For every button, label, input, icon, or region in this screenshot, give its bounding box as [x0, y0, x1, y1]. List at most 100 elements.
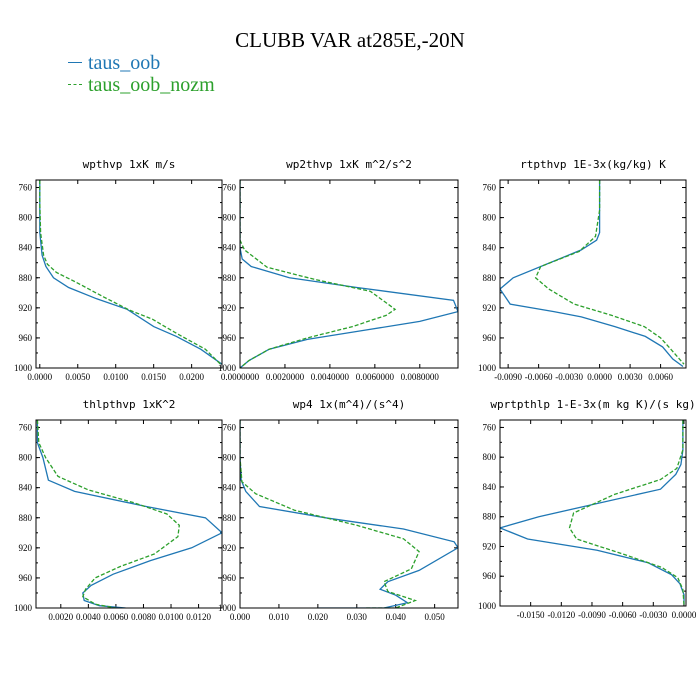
panel-title: wp4 1x(m^4)/(s^4)	[293, 398, 406, 411]
series-line-taus-oob	[500, 180, 684, 368]
series-line-taus-oob	[240, 180, 458, 368]
x-tick-label: -0.0060	[609, 610, 637, 620]
y-tick-label: 1000	[14, 363, 33, 373]
x-tick-label: 0.0100	[159, 612, 184, 622]
x-tick-label: 0.0150	[141, 372, 166, 382]
y-tick-label: 960	[223, 573, 237, 583]
y-tick-label: 880	[19, 273, 33, 283]
plot-frame	[499, 179, 687, 369]
panel-6: wprtpthlp 1-E-3x(m kg K)/(s kg) 760 800 840…	[478, 398, 697, 620]
x-tick-label: 0.0030	[618, 372, 643, 382]
y-tick-label: 840	[19, 243, 33, 253]
legend-entry-taus-oob: taus_oob	[68, 52, 160, 75]
x-tick-label: 0.0040000	[311, 372, 350, 382]
series-line-taus-oob	[240, 420, 458, 608]
x-tick-label: 0.010	[269, 612, 290, 622]
x-tick-label: 0.030	[347, 612, 368, 622]
x-tick-label: 0.0040	[76, 612, 101, 622]
plot-frame	[35, 419, 223, 609]
x-tick-label: 0.040	[386, 612, 407, 622]
x-tick-label: 0.000	[230, 612, 251, 622]
plot-frame	[35, 179, 223, 369]
x-tick-label: 0.0100	[103, 372, 128, 382]
y-tick-label: 1000	[218, 603, 237, 613]
x-tick-label: -0.0120	[547, 610, 575, 620]
x-tick-label: 0.0000000	[221, 372, 260, 382]
y-tick-label: 800	[223, 453, 237, 463]
series-line-taus-oob-nozm	[36, 420, 180, 608]
panel-2: wp2thvp 1xK m^2/s^2 760 800 840 880 920 960 100…	[218, 158, 459, 382]
y-tick-label: 760	[223, 423, 237, 433]
figure-title: CLUBB VAR at285E,-20N	[235, 28, 465, 52]
y-tick-label: 880	[483, 273, 497, 283]
plot-frame	[239, 179, 459, 369]
panel-1: wpthvp 1xK m/s76080084088092096010000.00…	[14, 158, 223, 382]
panel-title: thlpthvp 1xK^2	[83, 398, 176, 411]
legend-entry-taus-oob-nozm: taus_oob_nozm	[68, 74, 215, 97]
y-tick-label: 840	[223, 483, 237, 493]
x-tick-label: -0.0150	[517, 610, 545, 620]
x-tick-label: 0.0080000	[401, 372, 440, 382]
legend-label: taus_oob	[88, 52, 161, 74]
legend-line-dashed	[68, 83, 82, 85]
x-tick-label: 0.0060	[104, 612, 129, 622]
panel-title: wp2thvp 1xK m^2/s^2	[286, 158, 412, 171]
x-tick-label: -0.0090	[494, 372, 522, 382]
series-line-taus-oob-nozm	[240, 180, 397, 368]
y-tick-label: 760	[483, 183, 497, 193]
y-tick-label: 840	[19, 483, 33, 493]
y-tick-label: 880	[223, 273, 237, 283]
series-line-taus-oob	[500, 420, 685, 605]
x-tick-label: 0.0080	[131, 612, 156, 622]
legend-line-solid	[68, 61, 82, 63]
y-tick-label: 760	[19, 423, 33, 433]
y-tick-label: 760	[483, 422, 497, 432]
x-tick-label: 0.050	[425, 612, 446, 622]
series-line-taus-oob-nozm	[39, 180, 221, 365]
y-tick-label: 960	[483, 333, 497, 343]
y-tick-label: 800	[483, 452, 497, 462]
series-line-taus-oob	[36, 420, 222, 608]
y-tick-label: 920	[19, 543, 33, 553]
series-line-taus-oob-nozm	[240, 420, 420, 608]
series-line-taus-oob	[39, 180, 222, 365]
y-tick-label: 840	[223, 243, 237, 253]
x-tick-label: -0.0030	[639, 610, 667, 620]
y-tick-label: 1000	[218, 363, 237, 373]
panel-title: wprtpthlp 1-E-3x(m kg K)/(s kg)	[490, 398, 695, 411]
y-tick-label: 760	[19, 183, 33, 193]
x-tick-label: -0.0030	[555, 372, 583, 382]
y-tick-label: 1000	[14, 603, 33, 613]
y-tick-label: 920	[223, 303, 237, 313]
y-tick-label: 840	[483, 482, 497, 492]
x-tick-label: 0.0120	[186, 612, 211, 622]
y-tick-label: 920	[223, 543, 237, 553]
panel-4: thlpthvp 1xK^2 760 800 840 880 920 960 1000 0.00…	[14, 398, 223, 622]
panel-title: wpthvp 1xK m/s	[83, 158, 176, 171]
panel-3: rtpthvp 1E-3x(kg/kg) K 760 800 840 880 920 960…	[478, 158, 687, 382]
y-tick-label: 760	[223, 183, 237, 193]
x-tick-label: 0.0050	[65, 372, 90, 382]
y-tick-label: 1000	[478, 601, 497, 611]
x-tick-label: 0.0200	[179, 372, 204, 382]
y-tick-label: 920	[483, 303, 497, 313]
x-tick-label: -0.0060	[525, 372, 553, 382]
y-tick-label: 880	[223, 513, 237, 523]
y-tick-label: 800	[19, 453, 33, 463]
y-tick-label: 800	[483, 213, 497, 223]
y-tick-label: 800	[19, 213, 33, 223]
y-tick-label: 960	[483, 571, 497, 581]
x-tick-label: 0.0000	[27, 372, 52, 382]
x-tick-label: 0.0000	[587, 372, 612, 382]
x-tick-label: 0.0020000	[266, 372, 305, 382]
x-tick-label: -0.0090	[578, 610, 606, 620]
y-tick-label: 920	[19, 303, 33, 313]
series-line-taus-oob-nozm	[534, 180, 685, 365]
y-tick-label: 960	[223, 333, 237, 343]
x-tick-label: 0.0000	[672, 610, 697, 620]
y-tick-label: 880	[483, 512, 497, 522]
x-tick-label: 0.020	[308, 612, 329, 622]
y-tick-label: 800	[223, 213, 237, 223]
y-tick-label: 880	[19, 513, 33, 523]
y-tick-label: 960	[19, 573, 33, 583]
